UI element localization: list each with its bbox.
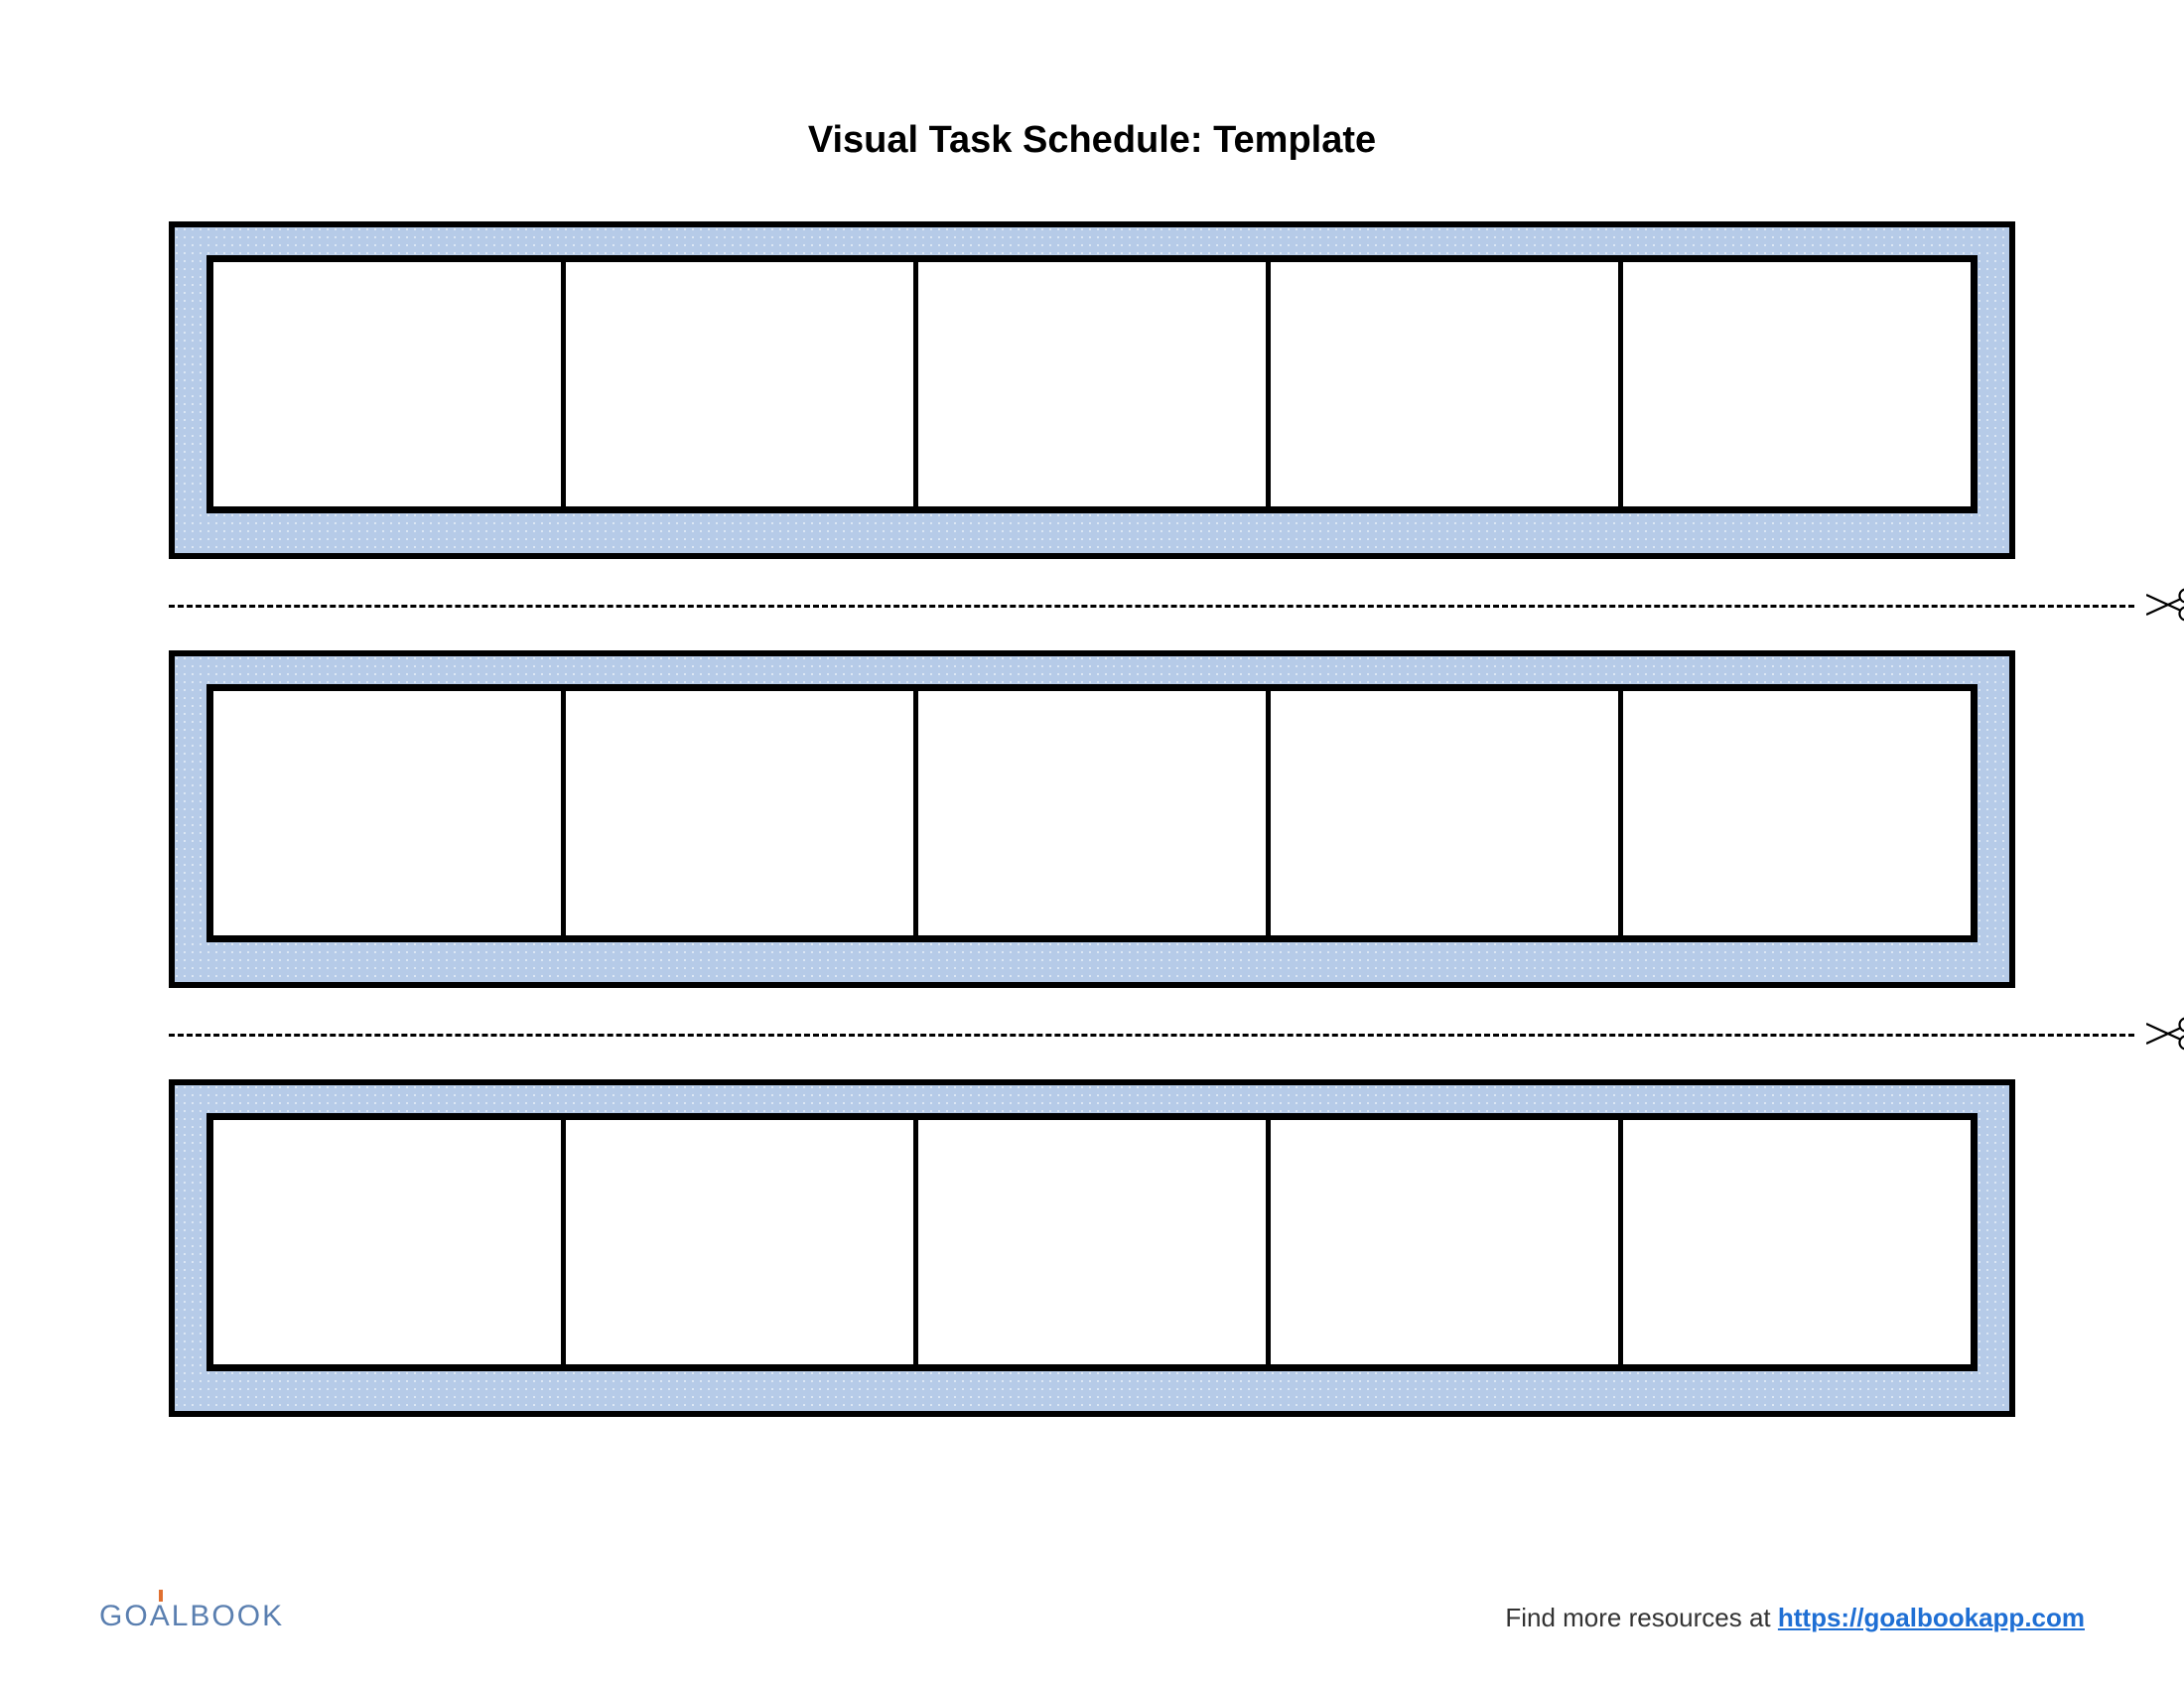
schedule-strip (169, 221, 2015, 559)
logo-letter-o: O (124, 1600, 149, 1633)
schedule-strip (169, 650, 2015, 988)
cut-line (169, 1034, 2134, 1037)
task-cell (918, 691, 1271, 935)
page-container: Visual Task Schedule: Template (0, 0, 2184, 1688)
task-cell (566, 262, 918, 506)
cell-row (206, 255, 1978, 513)
scissors-icon (2146, 587, 2184, 623)
task-cell (1623, 691, 1971, 935)
task-cell (1623, 262, 1971, 506)
task-cell (566, 1120, 918, 1364)
task-cell (918, 262, 1271, 506)
task-cell (1271, 262, 1623, 506)
task-cell (1623, 1120, 1971, 1364)
logo-letter-a: A (150, 1600, 172, 1633)
logo-letters-rest: LBOOK (172, 1600, 284, 1633)
scissors-icon (2146, 1016, 2184, 1052)
task-cell (213, 1120, 566, 1364)
cut-line-container (169, 1016, 2184, 1052)
task-cell (1271, 691, 1623, 935)
cell-row (206, 684, 1978, 942)
page-footer: GOALBOOK Find more resources at https://… (99, 1600, 2085, 1633)
task-cell (1271, 1120, 1623, 1364)
cut-line (169, 605, 2134, 608)
schedule-strip (169, 1079, 2015, 1417)
goalbook-logo: GOALBOOK (99, 1600, 284, 1633)
page-title: Visual Task Schedule: Template (99, 119, 2085, 162)
footer-text-label: Find more resources at (1505, 1603, 1778, 1632)
logo-accent-bar (159, 1590, 163, 1602)
cut-line-container (169, 587, 2184, 623)
footer-resource-text: Find more resources at https://goalbooka… (1505, 1603, 2085, 1633)
task-cell (213, 262, 566, 506)
task-cell (918, 1120, 1271, 1364)
strips-container (169, 221, 2015, 1417)
logo-letter-g: G (99, 1600, 124, 1633)
footer-resource-link[interactable]: https://goalbookapp.com (1778, 1603, 2085, 1632)
task-cell (566, 691, 918, 935)
task-cell (213, 691, 566, 935)
cell-row (206, 1113, 1978, 1371)
